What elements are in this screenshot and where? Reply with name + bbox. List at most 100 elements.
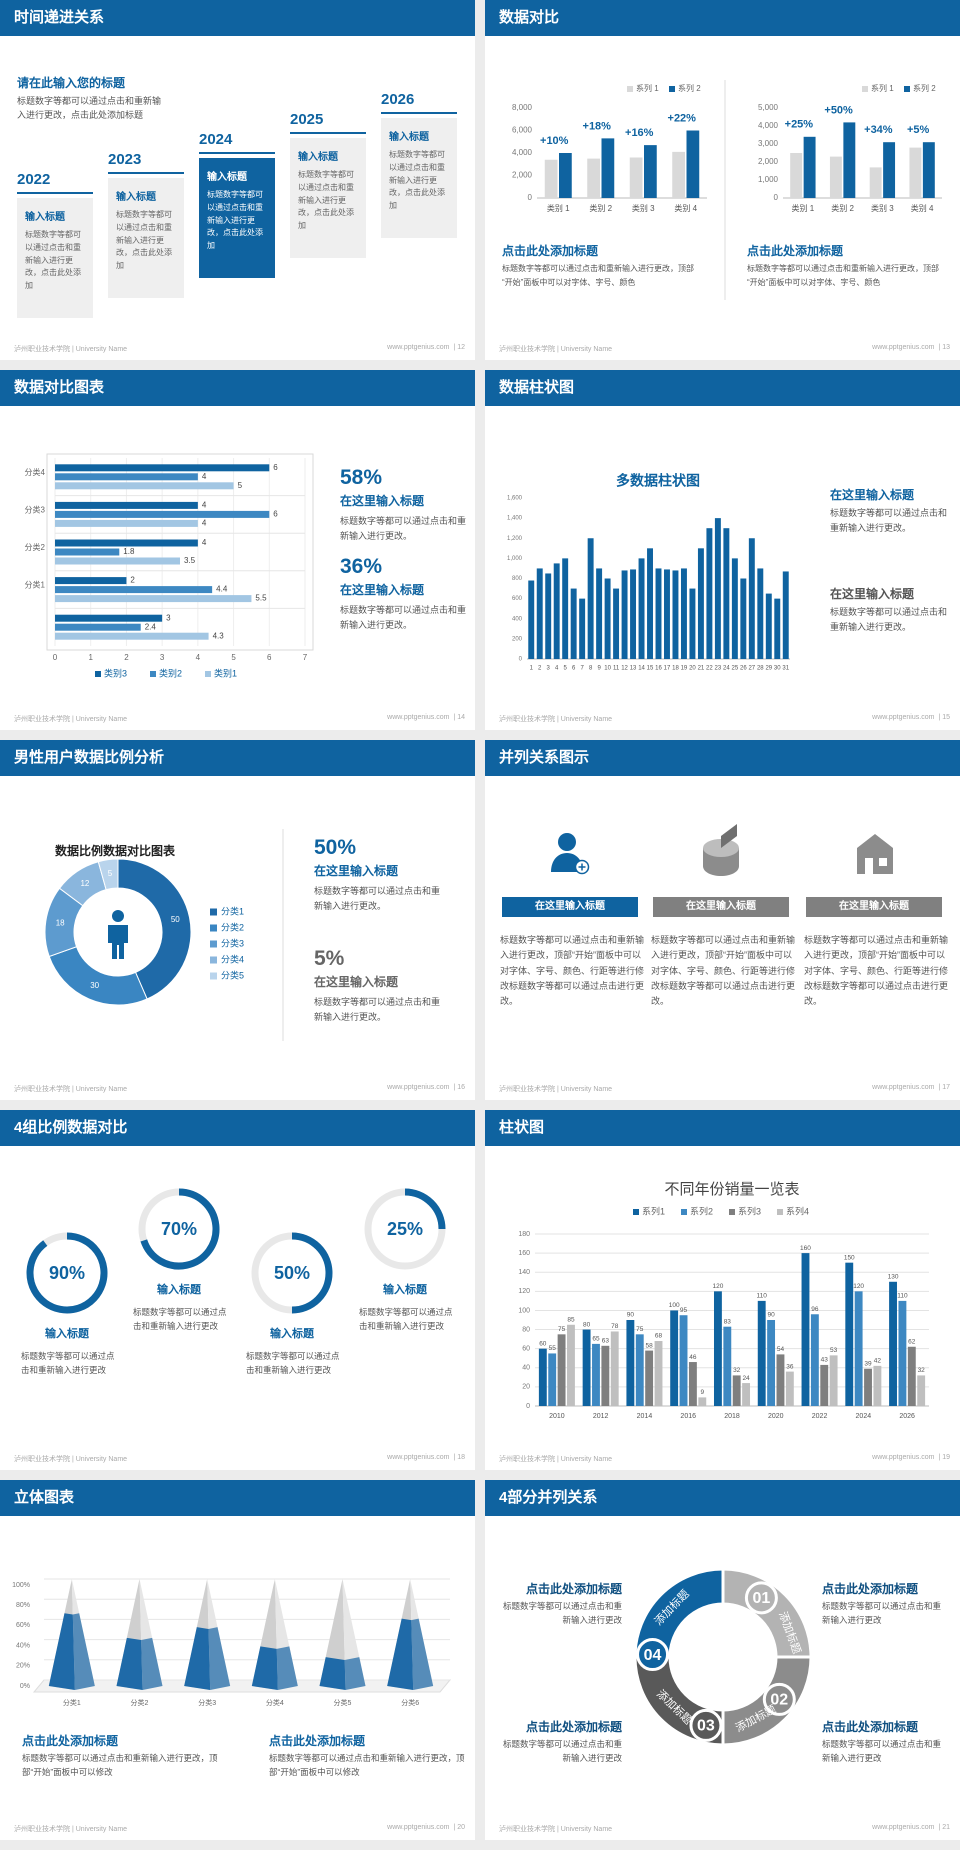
x-tick-label: 分类4	[266, 1698, 284, 1707]
data-label: 5.5	[255, 594, 267, 603]
legend-swatch	[681, 1209, 687, 1215]
bar	[579, 598, 586, 659]
data-label: 120	[713, 1283, 724, 1290]
slice-label: 50	[171, 915, 180, 924]
ring-arc	[26, 1232, 108, 1314]
bar	[883, 142, 896, 198]
data-label: 4	[202, 472, 207, 481]
slide: 4部分并列关系 泸州职业技术学院 | University Name www.ppt…	[485, 1480, 960, 1840]
x-tick-label: 18	[672, 666, 679, 672]
x-tick-label: 10	[604, 666, 611, 672]
x-tick-label: 类别 3	[871, 203, 894, 213]
item-title: 点击此处添加标题	[822, 1720, 919, 1734]
data-label: 100	[669, 1302, 680, 1309]
bar	[801, 1253, 810, 1406]
item-text: 标题数字等都可以通过点击和重新输入进行更改	[359, 1307, 453, 1332]
bar	[613, 588, 620, 659]
x-tick-label: 类别 2	[831, 203, 854, 213]
item-title: 在这里输入标题	[830, 587, 915, 601]
legend-label: 系列 2	[913, 83, 936, 93]
x-tick-label: 4	[555, 666, 559, 672]
heading: 请在此输入您的标题	[17, 76, 126, 90]
y-tick-label: 20%	[16, 1663, 30, 1670]
data-label: 53	[830, 1347, 838, 1354]
y-tick-label: 1,000	[758, 175, 779, 184]
timeline-box: 输入标题 标题数字等都可以通过点击和重新输入进行更改，点击此处添加	[17, 198, 93, 318]
chart-title: 数据比例数据对比图表	[55, 844, 176, 858]
data-label: 80	[583, 1321, 591, 1328]
bar	[774, 598, 781, 659]
caption-text: 标题数字等都可以通过点击和重新输入进行更改，顶部“开始”面板中可以修改	[22, 1753, 218, 1778]
item-title: 输入标题	[298, 152, 338, 163]
data-label: 2.4	[145, 622, 157, 631]
icon-body	[108, 925, 128, 959]
item-text: 标题数字等都可以通过点击和重新输入进行更改。	[830, 508, 948, 534]
bar	[829, 156, 842, 198]
footer-left: 泸州职业技术学院 | University Name	[14, 1086, 128, 1093]
x-tick-label: 2012	[593, 1413, 609, 1420]
x-tick-label: 2014	[637, 1413, 653, 1420]
y-tick-label: 1,600	[507, 496, 523, 502]
bar	[854, 1291, 863, 1406]
data-label: 110	[757, 1293, 768, 1300]
item-title: 输入标题	[45, 1328, 89, 1340]
x-tick-label: 分类1	[63, 1698, 81, 1707]
bar	[810, 1314, 819, 1406]
data-label: 83	[724, 1318, 732, 1325]
bar	[55, 632, 209, 640]
bar	[55, 501, 198, 509]
bar	[922, 142, 935, 198]
bar	[742, 1383, 751, 1406]
legend-swatch	[729, 1209, 735, 1215]
data-label: 3.5	[184, 556, 196, 565]
plot-frame	[46, 453, 314, 651]
legend-label: 系列3	[738, 1205, 761, 1216]
icon-pie-slice	[721, 824, 737, 848]
data-label: 4.4	[216, 585, 228, 594]
bar	[548, 1353, 557, 1406]
icon-house-detail	[865, 858, 887, 874]
pyramid-fill	[72, 1613, 95, 1690]
intro-text: 标题数字等都可以通过点击和重新输入进行更改，点击此处添加标题	[17, 96, 162, 121]
item-title: 输入标题	[157, 1284, 201, 1296]
footer-left: 泸州职业技术学院 | University Name	[499, 1086, 613, 1093]
x-tick-label: 6	[267, 653, 272, 662]
bar	[785, 1371, 794, 1406]
y-tick-label: 100	[518, 1307, 530, 1314]
pyramid-fill	[208, 1627, 231, 1690]
bar	[732, 1375, 741, 1406]
caption-text: 标题数字等都可以通过点击和重新输入进行更改，顶部“开始”面板中可以修改	[269, 1753, 465, 1778]
x-tick-label: 2	[124, 653, 129, 662]
slide-graphics: 0 2,000 4,000 6,000 8,000 类别 1 +10% 类别 2 +18% 类别 …	[512, 80, 942, 300]
bar	[562, 558, 569, 659]
year-rule	[290, 132, 366, 134]
y-tick-label: 4,000	[758, 121, 779, 130]
legend-label: 分类4	[221, 953, 244, 964]
legend-swatch	[205, 671, 211, 677]
y-tick-label: 0	[526, 1403, 530, 1410]
legend-swatch	[210, 972, 217, 980]
bar	[767, 1320, 776, 1406]
y-tick-label: 2,000	[758, 157, 779, 166]
data-label: 90	[767, 1312, 775, 1319]
item-title: 点击此处添加标题	[822, 1582, 919, 1596]
slide-title: 数据对比	[485, 0, 960, 36]
footer-url: www.pptgenius.com	[387, 1454, 450, 1461]
legend-label: 系列 1	[636, 83, 659, 93]
data-label: 55	[549, 1345, 557, 1352]
footer-right: www.pptgenius.com | 18	[387, 1454, 465, 1461]
x-tick-label: 2022	[812, 1413, 828, 1420]
slide-title: 立体图表	[0, 1480, 475, 1516]
footer-left: 泸州职业技术学院 | University Name	[14, 716, 128, 723]
data-label: 75	[636, 1326, 644, 1333]
bar	[740, 578, 747, 659]
footer-left: 泸州职业技术学院 | University Name	[14, 1826, 128, 1833]
ring-segment	[633, 1567, 725, 1659]
slide-title: 4部分并列关系	[485, 1480, 960, 1516]
ring-label: 25%	[387, 1219, 423, 1239]
page-number: | 13	[938, 344, 950, 351]
pyramid-fill	[116, 1637, 143, 1690]
stat-value: 50%	[314, 836, 357, 859]
y-tick-label: 60%	[16, 1622, 30, 1629]
legend-swatch	[210, 940, 217, 948]
